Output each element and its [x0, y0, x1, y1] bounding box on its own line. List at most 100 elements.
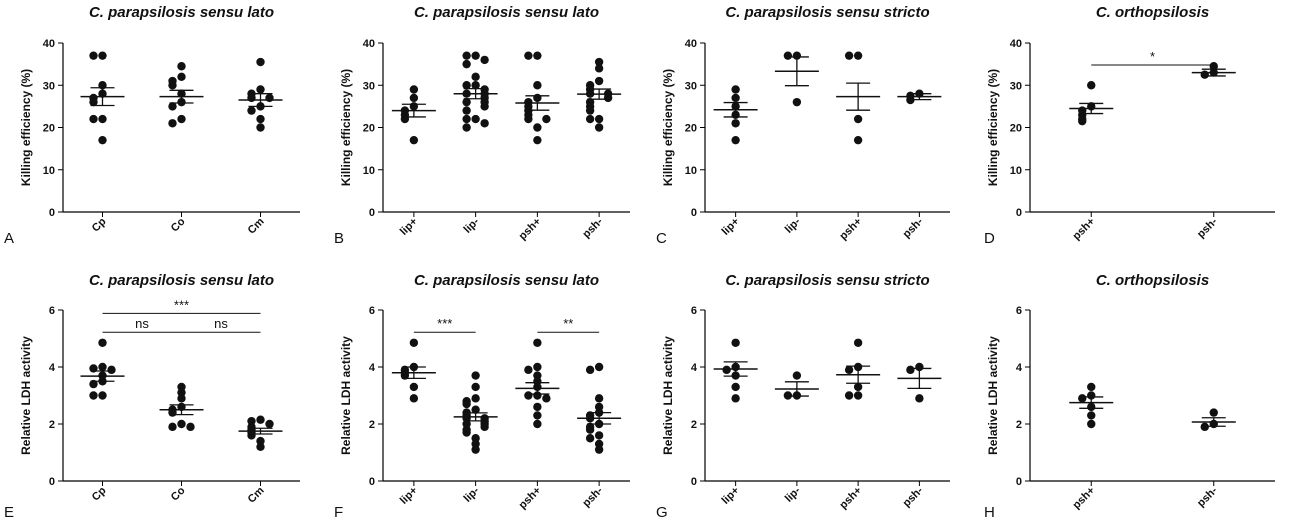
y-tick-label: 4: [49, 362, 56, 374]
y-axis-label: Killing efficiency (%): [661, 69, 675, 186]
data-point: [542, 394, 551, 403]
y-axis-label: Killing efficiency (%): [19, 69, 33, 186]
panel: C. parapsilosis sensu lato F Relative LDH …: [334, 272, 630, 521]
x-tick-label: Cp: [90, 215, 109, 234]
x-tick-label: psh-: [1195, 215, 1220, 240]
y-axis-label: Relative LDH activity: [339, 336, 353, 455]
data-point: [471, 114, 480, 124]
data-point: [471, 394, 480, 403]
data-point: [409, 338, 419, 347]
y-tick-label: 0: [691, 207, 697, 219]
significance-label: **: [563, 316, 573, 331]
y-tick-label: 40: [1010, 38, 1022, 50]
data-point: [792, 51, 802, 60]
x-tick-label: psh-: [1195, 484, 1220, 509]
y-tick-label: 10: [1010, 165, 1022, 177]
x-tick-label: Co: [169, 215, 188, 234]
data-point: [462, 399, 471, 409]
panel-label: G: [656, 504, 668, 521]
data-point: [471, 382, 480, 392]
data-point: [792, 97, 802, 107]
y-tick-label: 0: [1016, 476, 1022, 488]
data-point: [462, 59, 471, 69]
x-tick-label: psh+: [517, 216, 544, 243]
x-tick-label: lip+: [720, 216, 742, 238]
data-point: [480, 422, 489, 432]
data-point: [256, 442, 265, 451]
panel-title: C. parapsilosis sensu stricto: [725, 272, 929, 289]
data-point: [471, 51, 480, 60]
data-point: [177, 72, 186, 82]
data-point: [1087, 419, 1096, 429]
data-point: [792, 371, 802, 380]
data-point: [98, 114, 107, 124]
data-point: [915, 362, 924, 372]
x-tick-label: lip+: [398, 216, 420, 238]
x-tick-label: psh-: [901, 215, 926, 240]
data-point: [542, 114, 551, 124]
data-point: [533, 411, 542, 420]
significance-label: ns: [214, 316, 228, 331]
data-point: [247, 106, 256, 115]
x-tick-label: lip-: [783, 215, 803, 235]
data-point: [98, 391, 107, 400]
data-point: [524, 51, 533, 60]
data-point: [594, 64, 604, 73]
panel-title: C. parapsilosis sensu lato: [414, 272, 599, 289]
y-tick-label: 20: [363, 123, 375, 135]
data-point: [89, 391, 98, 400]
panel: C. parapsilosis sensu lato B Killing effic…: [334, 4, 630, 247]
y-tick-label: 4: [1016, 362, 1023, 374]
data-point: [256, 123, 265, 132]
data-point: [585, 114, 595, 124]
data-point: [524, 391, 533, 400]
x-tick-label: psh-: [580, 215, 605, 240]
data-point: [585, 425, 595, 434]
y-tick-label: 10: [363, 165, 375, 177]
y-tick-label: 6: [369, 305, 375, 317]
data-point: [462, 51, 471, 60]
data-point: [168, 102, 177, 111]
significance-label: ***: [174, 297, 189, 312]
panel-title: C. parapsilosis sensu lato: [414, 4, 599, 21]
panel: C. orthopsilosis H Relative LDH activity 0 2…: [984, 272, 1275, 521]
y-tick-label: 2: [369, 419, 375, 431]
panel: C. parapsilosis sensu stricto C Killing ef…: [656, 4, 950, 247]
panel-label: D: [984, 230, 995, 247]
y-tick-label: 2: [49, 419, 55, 431]
x-tick-label: Cm: [246, 484, 267, 505]
x-tick-label: lip-: [462, 484, 482, 504]
data-point: [400, 114, 410, 124]
panel-title: C. parapsilosis sensu lato: [89, 272, 274, 289]
panel: C. orthopsilosis D Killing efficiency (%) 0…: [984, 4, 1275, 247]
y-tick-label: 4: [691, 362, 698, 374]
data-point: [731, 382, 740, 392]
data-point: [177, 62, 186, 71]
data-point: [844, 51, 854, 60]
data-point: [731, 93, 740, 103]
y-tick-label: 6: [49, 305, 55, 317]
data-point: [89, 114, 98, 124]
data-point: [731, 394, 740, 403]
data-point: [98, 51, 107, 60]
y-tick-label: 20: [43, 123, 55, 135]
data-point: [247, 431, 256, 440]
x-tick-label: Co: [169, 484, 188, 503]
data-point: [256, 85, 265, 94]
x-tick-label: lip+: [398, 485, 420, 507]
data-point: [853, 391, 863, 400]
data-point: [247, 93, 256, 103]
data-point: [462, 97, 471, 107]
significance-label: *: [1150, 49, 1155, 64]
panel-label: B: [334, 230, 344, 247]
data-point: [1087, 382, 1096, 392]
data-point: [471, 445, 480, 454]
x-tick-label: psh+: [1071, 485, 1098, 512]
data-point: [915, 394, 924, 403]
y-axis-label: Relative LDH activity: [661, 336, 675, 455]
x-tick-label: psh+: [517, 485, 544, 512]
data-point: [480, 55, 489, 65]
data-point: [1087, 81, 1096, 90]
y-tick-label: 30: [43, 80, 55, 92]
